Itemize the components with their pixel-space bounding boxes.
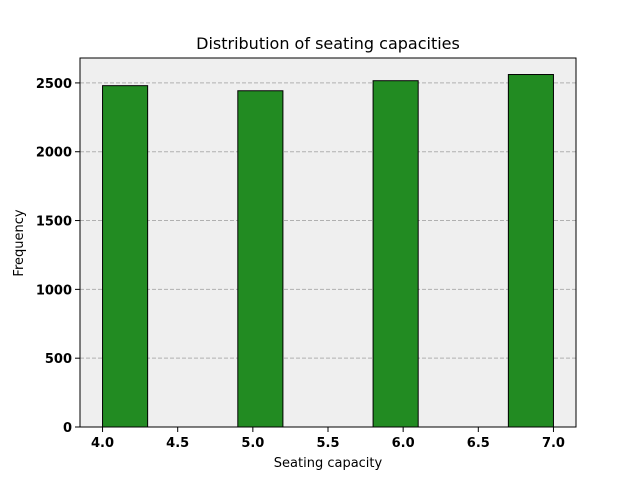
y-axis-label: Frequency xyxy=(12,209,27,276)
x-tick-label: 6.5 xyxy=(467,436,490,451)
bars xyxy=(102,74,554,428)
x-tick-label: 4.0 xyxy=(91,436,114,451)
y-tick-label: 2000 xyxy=(36,146,72,161)
x-tick-label: 4.5 xyxy=(166,436,189,451)
y-axis-ticks: 0 500 1000 1500 2000 2500 xyxy=(36,77,80,436)
x-axis-ticks: 4.0 4.5 5.0 5.5 6.0 6.5 7.0 xyxy=(91,427,565,451)
x-axis-label: Seating capacity xyxy=(274,456,383,471)
histogram-bar xyxy=(507,74,554,428)
chart-title: Distribution of seating capacities xyxy=(196,34,460,53)
x-tick-label: 5.5 xyxy=(316,436,339,451)
y-tick-label: 2500 xyxy=(36,77,72,92)
histogram-bar xyxy=(237,90,284,428)
x-tick-label: 6.0 xyxy=(392,436,415,451)
plot-area xyxy=(80,58,576,427)
x-tick-label: 7.0 xyxy=(542,436,565,451)
x-tick-label: 5.0 xyxy=(241,436,264,451)
y-tick-label: 0 xyxy=(63,421,72,436)
grid-lines xyxy=(80,82,576,359)
histogram-bar xyxy=(372,80,419,428)
y-tick-label: 500 xyxy=(45,352,72,367)
histogram-bar xyxy=(102,85,149,428)
y-tick-label: 1000 xyxy=(36,283,72,298)
y-tick-label: 1500 xyxy=(36,215,72,230)
